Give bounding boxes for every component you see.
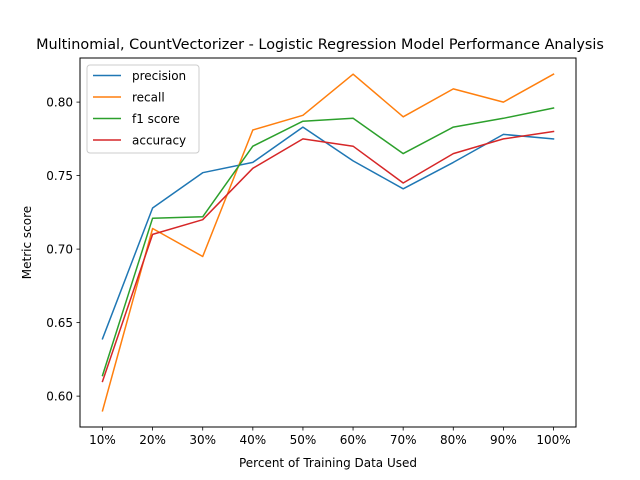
y-tick-label: 0.60	[46, 389, 73, 403]
plot-area-frame	[79, 57, 577, 428]
x-tick-label: 100%	[536, 433, 570, 447]
legend: precision recall f1 score accuracy	[86, 64, 200, 154]
x-tick-label: 30%	[189, 433, 216, 447]
y-axis-label: Metric score	[20, 206, 34, 279]
x-tick-label: 90%	[490, 433, 517, 447]
x-tick-label: 70%	[390, 433, 417, 447]
x-tick-label: 50%	[290, 433, 317, 447]
series-line-precision	[101, 126, 555, 340]
x-axis-label: Percent of Training Data Used	[239, 456, 417, 470]
series-line-f1-score	[101, 107, 555, 377]
y-tick-label: 0.80	[46, 95, 73, 109]
legend-label: accuracy	[132, 133, 186, 147]
x-axis: 10% 20% 30% 40% 50% 60% 70% 80% 90% 100%	[89, 427, 571, 447]
series-lines	[101, 73, 555, 412]
y-tick-label: 0.75	[46, 169, 73, 183]
chart-title: Multinomial, CountVectorizer - Logistic …	[36, 37, 604, 53]
series-line-accuracy	[101, 130, 555, 383]
x-tick-label: 40%	[239, 433, 266, 447]
y-tick-label: 0.65	[46, 316, 73, 330]
series-line-recall	[101, 73, 555, 412]
legend-label: f1 score	[132, 112, 180, 126]
y-tick-label: 0.70	[46, 242, 73, 256]
legend-label: recall	[132, 90, 165, 104]
y-axis: 0.60 0.65 0.70 0.75 0.80	[46, 95, 80, 403]
legend-label: precision	[132, 69, 186, 83]
x-tick-label: 80%	[440, 433, 467, 447]
legend-box	[86, 64, 200, 154]
x-tick-label: 10%	[89, 433, 116, 447]
x-tick-label: 60%	[340, 433, 367, 447]
x-tick-label: 20%	[139, 433, 166, 447]
